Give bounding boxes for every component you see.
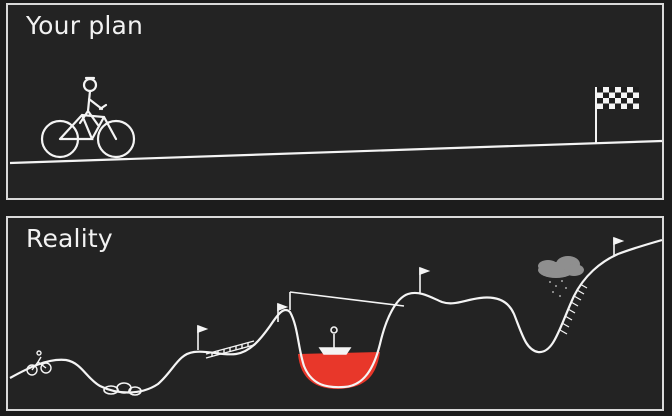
plan-illustration (9, 76, 662, 165)
cloud-icon (538, 256, 584, 278)
reality-panel: Reality (6, 216, 664, 411)
flag-icon (197, 324, 209, 350)
flag-icon (277, 302, 289, 322)
reality-terrain (9, 238, 662, 394)
boat-icon (318, 326, 352, 355)
checkered-flag-icon (595, 87, 639, 143)
rocks-icon (103, 382, 142, 396)
flag-icon (613, 236, 625, 256)
reality-illustration (9, 236, 662, 396)
bicycle-rider-icon (26, 350, 52, 376)
flag-icon (419, 266, 431, 294)
bicycle-rider-icon (40, 76, 136, 159)
plan-road (9, 139, 662, 165)
red-lake (298, 352, 380, 389)
plan-title: Your plan (26, 11, 144, 40)
rope-bridge (205, 340, 255, 359)
plan-panel: Your plan (6, 3, 664, 200)
zipline (289, 291, 405, 307)
reality-title: Reality (26, 224, 113, 253)
ladder (559, 283, 588, 335)
rain-drops (549, 280, 567, 297)
